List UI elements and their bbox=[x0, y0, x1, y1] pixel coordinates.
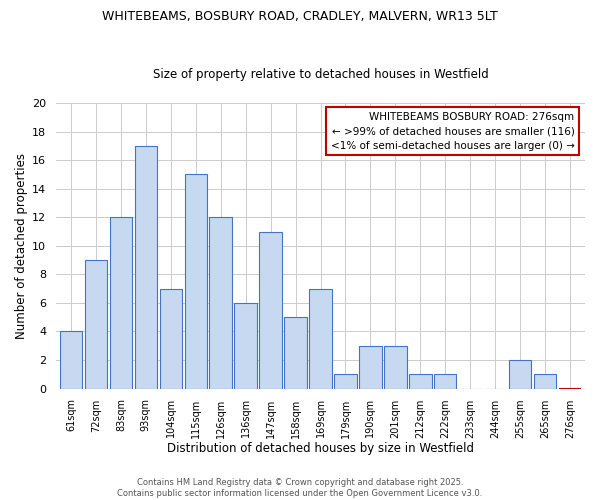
Bar bbox=[60, 332, 82, 388]
Bar bbox=[409, 374, 431, 388]
Bar bbox=[384, 346, 407, 389]
Bar bbox=[209, 217, 232, 388]
Text: Contains HM Land Registry data © Crown copyright and database right 2025.
Contai: Contains HM Land Registry data © Crown c… bbox=[118, 478, 482, 498]
Text: WHITEBEAMS BOSBURY ROAD: 276sqm
← >99% of detached houses are smaller (116)
<1% : WHITEBEAMS BOSBURY ROAD: 276sqm ← >99% o… bbox=[331, 112, 574, 151]
Bar bbox=[235, 303, 257, 388]
Bar bbox=[359, 346, 382, 389]
Bar bbox=[334, 374, 356, 388]
X-axis label: Distribution of detached houses by size in Westfield: Distribution of detached houses by size … bbox=[167, 442, 474, 455]
Bar bbox=[259, 232, 282, 388]
Bar bbox=[160, 288, 182, 388]
Bar bbox=[309, 288, 332, 388]
Bar bbox=[185, 174, 207, 388]
Bar bbox=[509, 360, 532, 388]
Y-axis label: Number of detached properties: Number of detached properties bbox=[15, 153, 28, 339]
Bar bbox=[434, 374, 457, 388]
Bar bbox=[110, 217, 132, 388]
Bar bbox=[134, 146, 157, 388]
Text: WHITEBEAMS, BOSBURY ROAD, CRADLEY, MALVERN, WR13 5LT: WHITEBEAMS, BOSBURY ROAD, CRADLEY, MALVE… bbox=[102, 10, 498, 23]
Bar bbox=[284, 317, 307, 388]
Title: Size of property relative to detached houses in Westfield: Size of property relative to detached ho… bbox=[152, 68, 488, 81]
Bar bbox=[534, 374, 556, 388]
Bar bbox=[85, 260, 107, 388]
